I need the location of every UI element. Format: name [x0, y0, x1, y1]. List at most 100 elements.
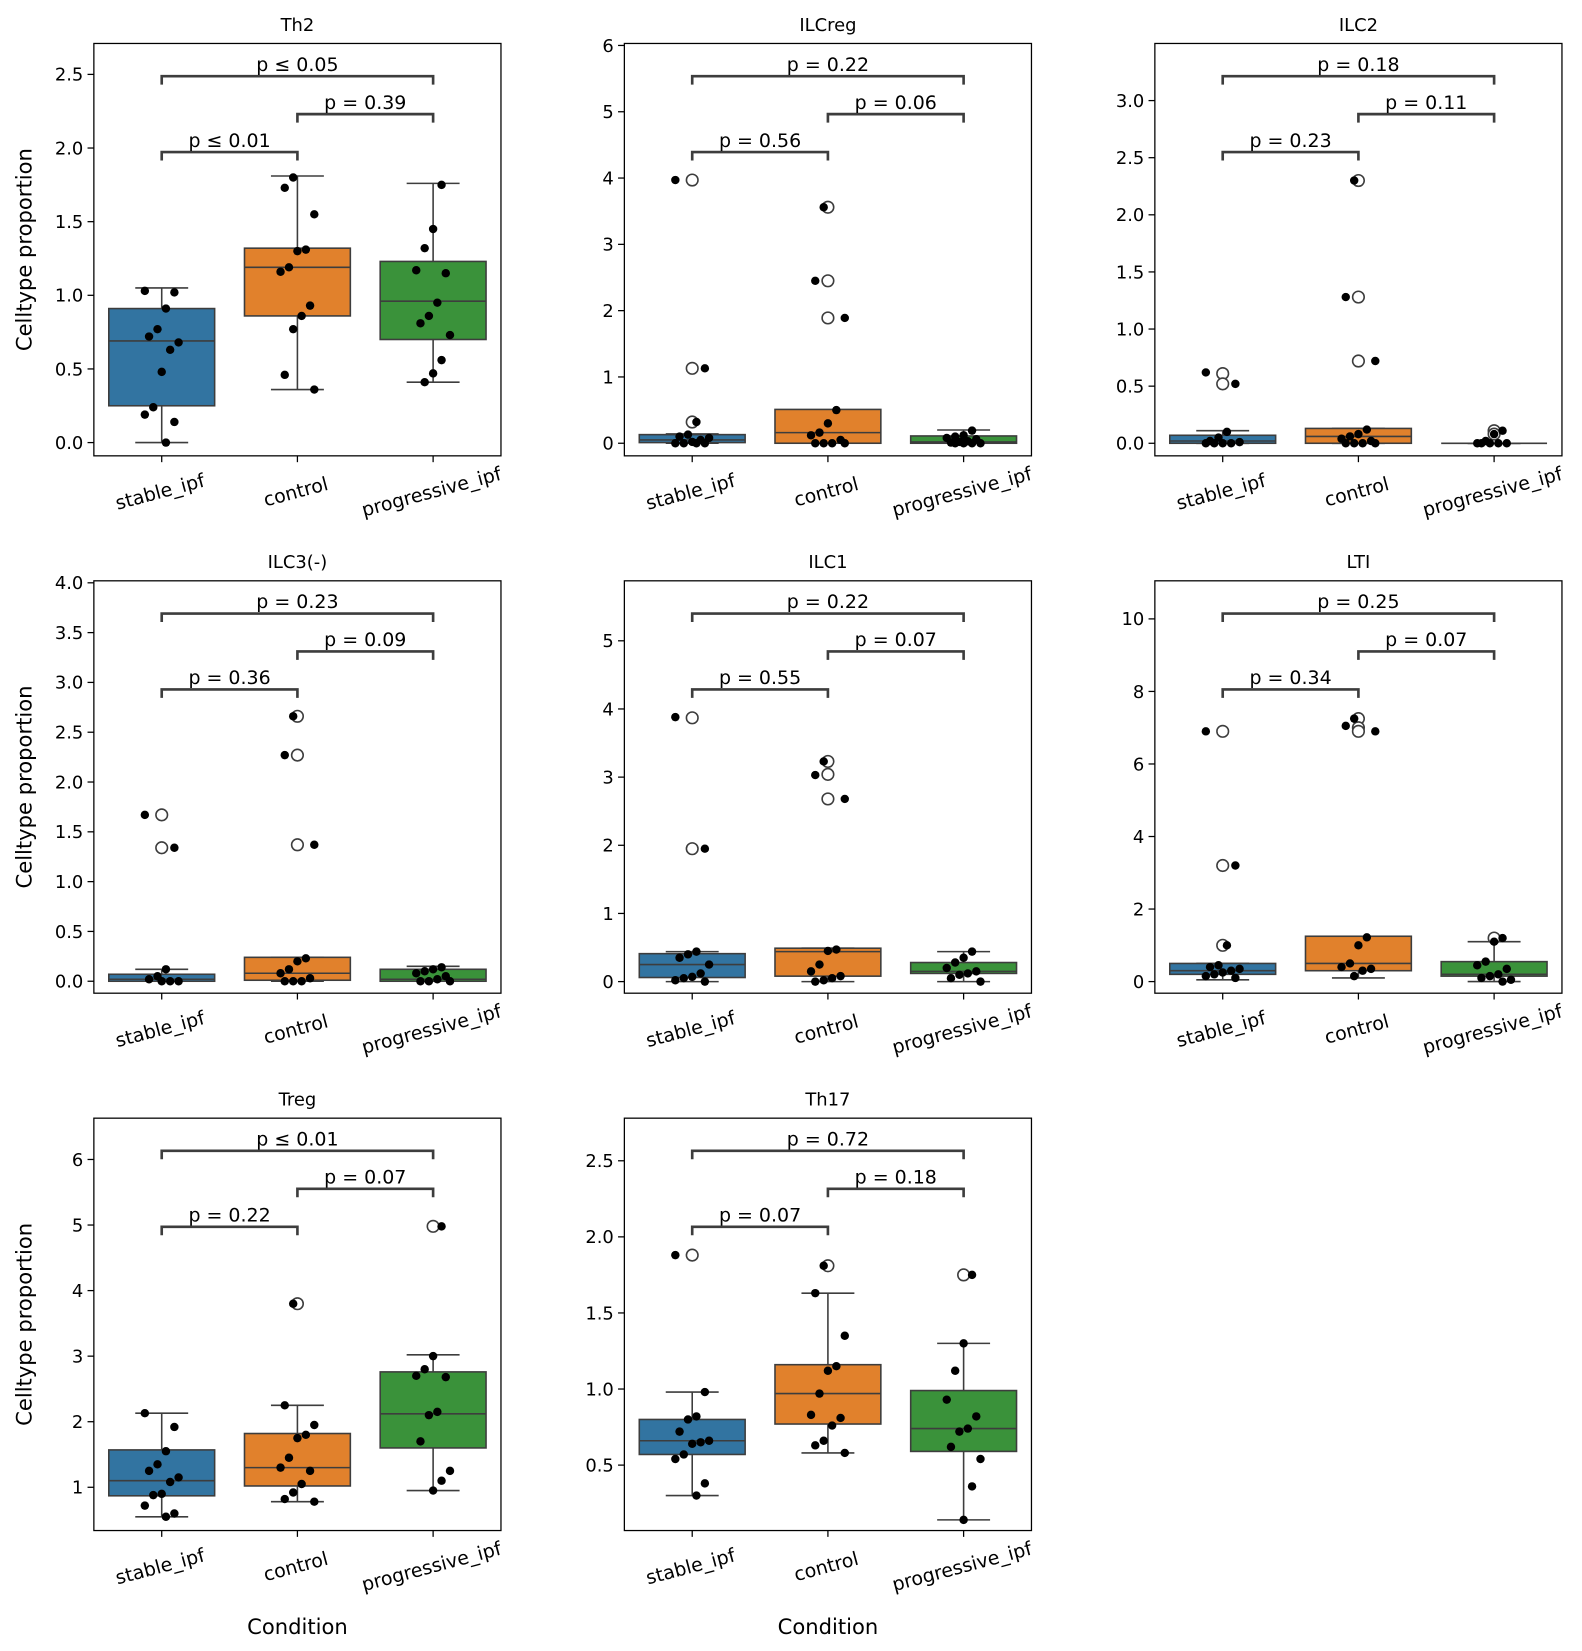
y-tick-label: 2.0	[55, 772, 83, 793]
y-tick-label: 5	[602, 631, 613, 652]
point	[950, 439, 960, 448]
point	[416, 977, 425, 986]
y-tick-label: 0.5	[55, 359, 83, 380]
point	[1345, 432, 1355, 441]
x-tick-label: stable_ipf	[644, 1544, 739, 1589]
point	[700, 364, 710, 373]
point	[840, 439, 850, 448]
point	[433, 975, 442, 984]
p-value-label: p = 0.36	[188, 667, 270, 689]
point	[959, 439, 968, 448]
significance-bracket	[1221, 612, 1496, 622]
point	[946, 1442, 956, 1452]
point	[815, 960, 824, 969]
point	[950, 1366, 960, 1375]
point	[288, 1488, 298, 1497]
point	[819, 976, 828, 985]
point	[675, 1427, 684, 1436]
y-tick-label: 0.0	[1116, 434, 1144, 455]
point	[683, 430, 693, 439]
point	[671, 175, 680, 185]
point	[412, 1371, 421, 1381]
point	[1477, 973, 1486, 983]
axes-frame	[623, 1117, 1033, 1532]
point	[293, 1433, 302, 1443]
point	[942, 963, 951, 973]
point	[840, 794, 850, 804]
x-tick-label: stable_ipf	[113, 469, 208, 514]
point	[288, 1299, 298, 1308]
point	[696, 969, 705, 978]
x-tick-label: control	[261, 1548, 330, 1586]
point	[293, 957, 302, 966]
point	[687, 972, 697, 982]
point	[1358, 966, 1367, 975]
point	[420, 967, 429, 976]
outlier	[685, 842, 699, 856]
y-tick-label: 3.5	[55, 623, 83, 644]
significance-bracket	[690, 1225, 830, 1236]
point	[1231, 973, 1240, 983]
point	[827, 439, 837, 448]
x-tick-label: stable_ipf	[644, 1007, 739, 1052]
y-tick-label: 4	[1133, 827, 1144, 848]
point	[284, 965, 294, 974]
axes-frame	[93, 580, 502, 994]
point	[420, 1365, 429, 1374]
y-tick-label: 1.5	[1116, 262, 1144, 283]
outlier	[290, 748, 305, 762]
x-axis-label: Condition	[247, 1614, 348, 1639]
point	[1349, 176, 1359, 185]
point	[1498, 977, 1507, 986]
point	[811, 1288, 820, 1298]
x-tick-label: control	[792, 1548, 861, 1586]
significance-bracket	[690, 612, 965, 622]
y-tick-label: 8	[1133, 682, 1144, 703]
outlier	[685, 1248, 699, 1262]
point	[140, 1501, 150, 1510]
point	[963, 1424, 973, 1433]
y-tick-label: 6	[602, 36, 613, 57]
x-tick-label: control	[792, 473, 861, 511]
point	[1210, 970, 1219, 979]
point	[696, 1438, 705, 1447]
y-tick-label: 2	[602, 836, 613, 857]
panel-title: ILC2	[1339, 15, 1378, 36]
point	[840, 1331, 850, 1340]
outlier	[1216, 377, 1230, 391]
y-tick-label: 0	[1133, 972, 1144, 993]
point	[819, 439, 828, 448]
point	[692, 947, 701, 956]
p-value-label: p ≤ 0.01	[188, 130, 270, 152]
point	[1201, 727, 1211, 736]
point	[1205, 962, 1215, 972]
y-tick-label: 0.0	[55, 972, 83, 993]
point	[1201, 368, 1211, 377]
significance-bracket	[160, 74, 435, 85]
x-tick-label: progressive_ipf	[359, 1537, 505, 1596]
point	[1345, 959, 1355, 968]
point	[1222, 427, 1232, 437]
x-tick-label: control	[261, 473, 330, 511]
outlier	[155, 808, 169, 822]
point	[280, 183, 289, 193]
point	[806, 431, 816, 440]
point	[832, 405, 841, 415]
y-tick-label: 2.0	[1116, 205, 1144, 226]
point	[428, 369, 438, 378]
point	[1349, 971, 1359, 981]
significance-bracket	[1357, 650, 1496, 660]
x-tick-label: stable_ipf	[1174, 1007, 1269, 1052]
point	[170, 1422, 179, 1432]
point	[700, 977, 710, 986]
point	[1354, 941, 1363, 950]
x-tick-label: stable_ipf	[113, 1544, 208, 1589]
point	[1235, 437, 1244, 447]
point	[433, 1407, 442, 1417]
box	[379, 1371, 487, 1449]
point	[301, 1430, 311, 1440]
point	[671, 712, 680, 722]
significance-bracket	[690, 1149, 965, 1160]
significance-bracket	[1221, 150, 1360, 161]
point	[149, 403, 158, 412]
